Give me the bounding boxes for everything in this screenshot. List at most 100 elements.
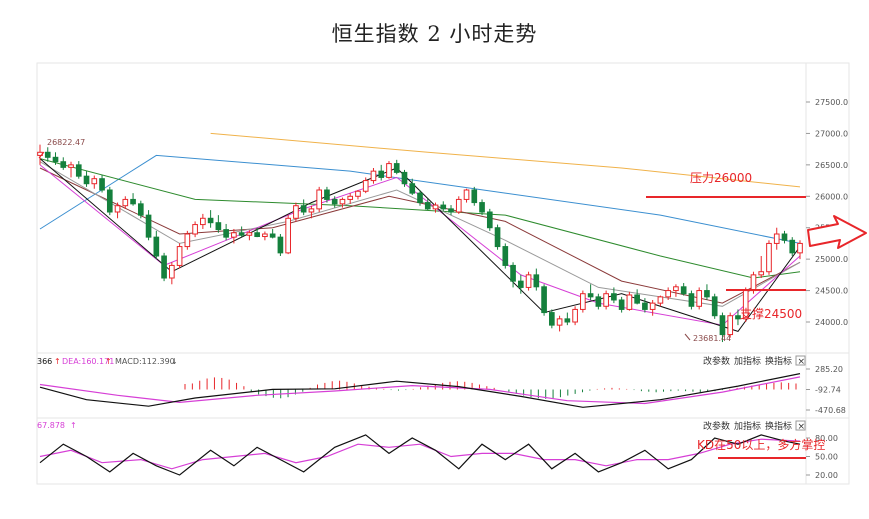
- candle-body: [649, 302, 656, 310]
- candle-body: [572, 308, 578, 323]
- candle-body: [533, 274, 540, 288]
- kd-controls: 改参数 加指标 换指标 ×: [703, 420, 806, 432]
- candle-body: [386, 163, 392, 178]
- resistance-label: 压力26000: [690, 171, 752, 185]
- candle-body: [517, 280, 524, 288]
- candle-body: [192, 224, 198, 235]
- candle-body: [595, 296, 602, 307]
- candle-body: [246, 232, 253, 236]
- macd-dea-line: [39, 376, 801, 405]
- price-axis: 27500.027000.026500.026000.025500.025000…: [806, 98, 848, 327]
- candle-body: [161, 255, 167, 279]
- kd-k-line: [39, 434, 801, 476]
- candlesticks: [37, 144, 803, 343]
- kd-swap-button[interactable]: 换指标: [765, 420, 792, 432]
- price-tick-label: 24500.0: [815, 287, 848, 296]
- candle-body: [44, 151, 51, 158]
- kd-tick-label: 80.00: [815, 434, 838, 443]
- candle-body: [153, 236, 160, 257]
- candle-body: [231, 232, 237, 238]
- moving-average-line: [210, 132, 801, 188]
- macd-tick-label: 285.20: [815, 365, 843, 374]
- candle-body: [541, 286, 547, 314]
- moving-averages: [39, 132, 801, 332]
- low-label: 23681.44: [693, 334, 731, 343]
- candle-body: [471, 189, 478, 204]
- candle-body: [75, 164, 82, 177]
- macd-dea-arrow-icon: ↑: [105, 357, 112, 366]
- candle-body: [758, 271, 765, 276]
- kd-annotation: KD在50以上，多方掌控: [697, 437, 825, 452]
- kd-add-button[interactable]: 加指标: [734, 420, 761, 432]
- candle-body: [207, 217, 214, 224]
- macd-add-button[interactable]: 加指标: [734, 355, 761, 367]
- candle-body: [688, 293, 695, 307]
- candle-body: [789, 239, 796, 254]
- candle-body: [711, 296, 718, 317]
- kd-tick-label: 20.00: [815, 471, 838, 480]
- chart-title: 恒生指数 2 小时走势: [331, 22, 538, 46]
- candle-body: [642, 302, 648, 310]
- kd-close-icon[interactable]: ×: [798, 422, 806, 432]
- candle-body: [393, 163, 400, 173]
- macd-axis: 285.20 -92.74 -470.68: [806, 365, 846, 415]
- candle-body: [254, 232, 260, 238]
- candle-body: [781, 233, 788, 241]
- candle-body: [611, 293, 617, 301]
- candle-body: [91, 178, 98, 185]
- candle-body: [424, 202, 431, 210]
- candle-body: [448, 208, 454, 213]
- kd-d-line: [39, 438, 801, 470]
- macd-close-box[interactable]: [795, 355, 806, 366]
- candle-body: [587, 293, 594, 298]
- moving-average-line: [39, 164, 801, 326]
- moving-average-line: [39, 158, 801, 332]
- candle-body: [417, 192, 423, 204]
- candle-body: [293, 205, 299, 219]
- macd-value-label: MACD:112.390: [115, 357, 175, 366]
- candle-body: [549, 312, 555, 326]
- candle-body: [122, 198, 129, 207]
- candle-body: [773, 233, 780, 244]
- candle-body: [137, 203, 144, 216]
- candle-body: [680, 286, 687, 295]
- kd-close-box[interactable]: [795, 420, 806, 431]
- macd-histogram: [184, 377, 797, 399]
- macd-dif-line: [39, 373, 801, 408]
- macd-close-icon[interactable]: ×: [798, 357, 806, 367]
- candle-body: [285, 217, 291, 254]
- macd-param-button[interactable]: 改参数: [703, 355, 730, 367]
- kd-value-label: 67.878: [37, 421, 65, 430]
- candle-body: [215, 222, 222, 231]
- candle-body: [665, 290, 671, 298]
- candle-body: [355, 190, 361, 197]
- candle-body: [223, 229, 229, 238]
- kd-axis: 80.00 50.00 20.00: [806, 434, 838, 480]
- price-tick-label: 25000.0: [815, 255, 848, 264]
- candle-body: [331, 198, 338, 205]
- candle-body: [432, 204, 439, 210]
- moving-average-line: [39, 158, 801, 279]
- price-tick-label: 24000.0: [815, 318, 848, 327]
- candle-body: [463, 189, 470, 200]
- price-tick-label: 27500.0: [815, 98, 848, 107]
- candle-body: [440, 204, 447, 210]
- candle-body: [347, 195, 354, 200]
- candle-body: [362, 180, 369, 192]
- moving-average-line: [39, 161, 801, 307]
- candle-body: [626, 294, 633, 310]
- macd-tick-label: -470.68: [815, 406, 846, 415]
- candle-body: [494, 227, 501, 248]
- kd-lines: [39, 434, 801, 476]
- macd-down-arrow-icon: ↓: [171, 357, 178, 366]
- candle-body: [200, 217, 206, 226]
- candle-body: [634, 294, 640, 304]
- kd-param-button[interactable]: 改参数: [703, 420, 730, 432]
- candle-body: [378, 170, 385, 178]
- candle-body: [277, 236, 284, 254]
- candle-body: [269, 233, 276, 238]
- candle-body: [696, 290, 703, 307]
- candle-body: [580, 293, 586, 310]
- price-tick-label: 26500.0: [815, 161, 848, 170]
- macd-swap-button[interactable]: 换指标: [765, 355, 792, 367]
